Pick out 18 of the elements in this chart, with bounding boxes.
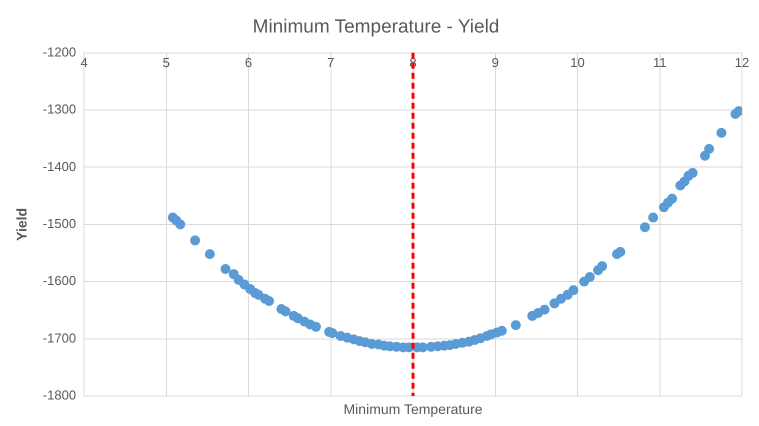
y-tick-label: -1200	[42, 44, 76, 60]
y-tick-label: -1800	[42, 388, 76, 403]
y-tick-label: -1400	[42, 158, 76, 174]
x-axis-title: Minimum Temperature	[344, 400, 483, 417]
y-tick-label: -1600	[42, 273, 76, 288]
x-tick-label: 7	[327, 55, 334, 70]
x-tick-label: 10	[570, 55, 585, 70]
y-axis-title: Yield	[13, 208, 30, 241]
x-tick-label: 6	[244, 55, 252, 70]
y-tick-label: -1700	[42, 330, 76, 346]
y-tick-label: -1300	[42, 102, 76, 117]
x-tick-label: 9	[492, 55, 499, 70]
x-tick-label: 12	[734, 55, 750, 70]
x-tick-label: 4	[80, 55, 88, 70]
x-tick-label: 5	[162, 55, 170, 70]
x-tick-label: 11	[653, 55, 667, 70]
y-tick-label: -1500	[42, 216, 76, 231]
chart-title: Minimum Temperature - Yield	[252, 16, 500, 38]
